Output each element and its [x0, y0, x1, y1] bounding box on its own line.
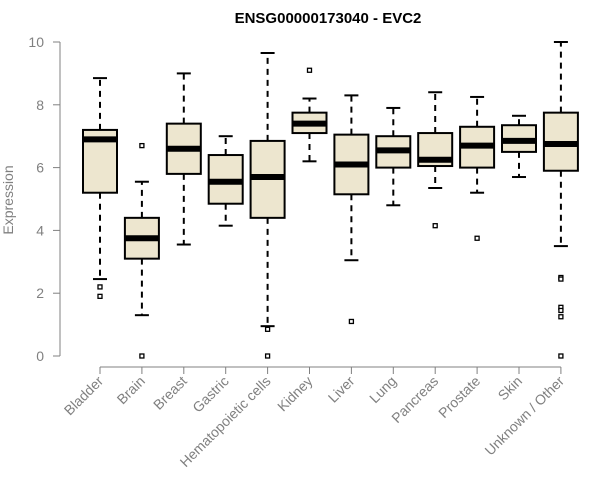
box-group — [249, 51, 286, 359]
outlier-point — [474, 235, 480, 241]
outlier-point — [97, 293, 103, 299]
x-tick-label: Breast — [150, 373, 190, 413]
x-tick-label: Kidney — [274, 373, 316, 415]
box-group — [459, 95, 496, 241]
chart-title: ENSG00000173040 - EVC2 — [235, 10, 422, 27]
box-group — [542, 41, 579, 359]
x-tick-label: Lung — [366, 373, 399, 406]
box-group — [291, 67, 328, 163]
box-group — [165, 72, 202, 246]
outlier-point — [558, 314, 564, 320]
x-tick-label: Liver — [325, 373, 358, 406]
y-axis-label: Expression — [0, 165, 16, 234]
x-tick-label: Skin — [495, 373, 526, 404]
outlier-point — [558, 276, 564, 282]
outlier-point — [306, 67, 313, 73]
outlier-point — [264, 353, 271, 359]
outlier-point — [432, 223, 438, 229]
box-group — [417, 91, 454, 229]
box-group — [123, 142, 160, 359]
y-axis: 0 2 4 6 8 10 — [28, 34, 61, 364]
outlier-point — [264, 326, 271, 332]
y-tick-label: 10 — [28, 34, 44, 50]
outlier-point — [558, 307, 564, 314]
outlier-point — [558, 353, 564, 359]
x-tick-label: Unknown / Other — [481, 373, 567, 459]
outlier-point — [139, 142, 145, 149]
boxes-group — [82, 41, 579, 359]
y-tick-label: 0 — [36, 348, 44, 364]
y-tick-label: 4 — [36, 222, 44, 238]
box-group — [333, 94, 370, 325]
box-group — [82, 77, 118, 299]
y-tick-label: 8 — [36, 97, 44, 113]
x-tick-label: Brain — [114, 373, 148, 407]
outlier-point — [348, 318, 355, 325]
x-tick-label: Pancreas — [388, 373, 441, 426]
outlier-point — [139, 353, 145, 359]
outlier-point — [97, 284, 103, 290]
y-tick-label: 2 — [36, 285, 44, 301]
y-tick-label: 6 — [36, 160, 44, 176]
x-tick-label: Bladder — [61, 373, 107, 419]
box-group — [501, 114, 537, 179]
box-group — [375, 106, 412, 207]
box-group — [207, 135, 244, 227]
x-tick-label: Prostate — [435, 373, 483, 421]
